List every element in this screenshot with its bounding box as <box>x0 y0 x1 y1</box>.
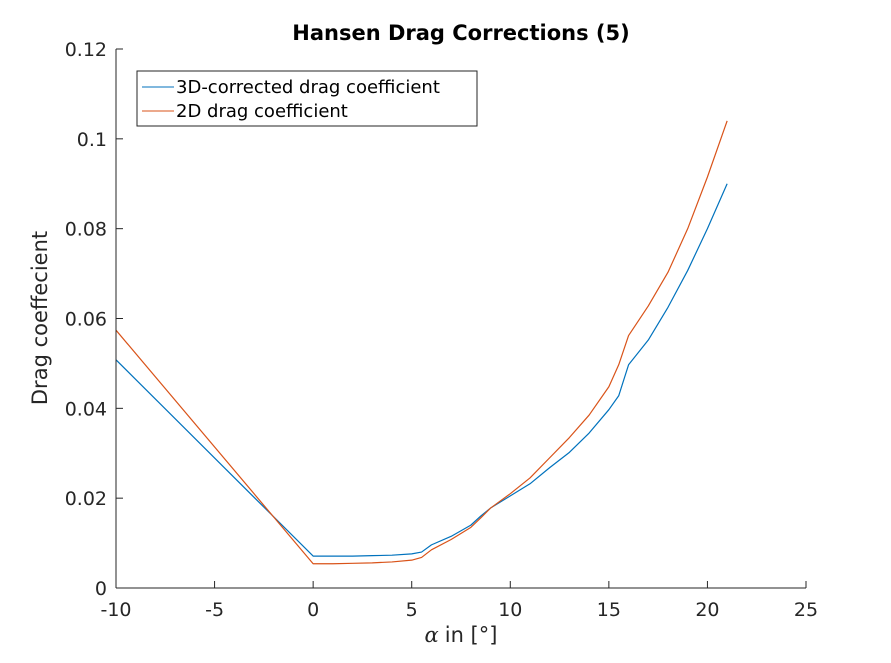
legend: 3D-corrected drag coefficient 2D drag co… <box>136 70 478 127</box>
y-tick-label: 0 <box>95 578 107 600</box>
y-ticks: 0 0.02 0.04 0.06 0.08 0.1 0.12 <box>65 39 123 600</box>
legend-label-2d: 2D drag coefficient <box>176 101 348 122</box>
series-layer <box>115 120 728 565</box>
legend-box <box>136 70 478 127</box>
x-tick-label: 0 <box>307 599 319 621</box>
y-tick-label: 0.1 <box>77 129 107 151</box>
x-tick-label: 15 <box>597 599 621 621</box>
x-tick-label: 20 <box>695 599 719 621</box>
x-axis-label: α in [°] <box>425 623 498 647</box>
legend-label-3d: 3D-corrected drag coefficient <box>176 77 440 98</box>
x-tick-label: -5 <box>205 599 224 621</box>
y-tick-label: 0.06 <box>65 309 107 331</box>
x-axis-label-text: in [°] <box>445 623 498 647</box>
y-axis-label: Drag coeffecient <box>28 231 52 405</box>
plot-background <box>116 49 806 588</box>
series-line-3d-corrected <box>115 183 728 557</box>
alpha-symbol: α <box>425 623 439 647</box>
series-line-2d <box>115 120 728 565</box>
x-tick-label: 25 <box>794 599 818 621</box>
y-tick-label: 0.04 <box>65 398 107 420</box>
x-tick-label: -10 <box>100 599 131 621</box>
y-tick-label: 0.08 <box>65 219 107 241</box>
x-tick-label: 10 <box>498 599 522 621</box>
y-tick-label: 0.02 <box>65 488 107 510</box>
y-tick-label: 0.12 <box>65 39 107 61</box>
x-tick-label: 5 <box>406 599 418 621</box>
x-ticks: -10 -5 0 5 10 15 20 25 <box>100 581 818 621</box>
chart-title: Hansen Drag Corrections (5) <box>292 21 629 45</box>
